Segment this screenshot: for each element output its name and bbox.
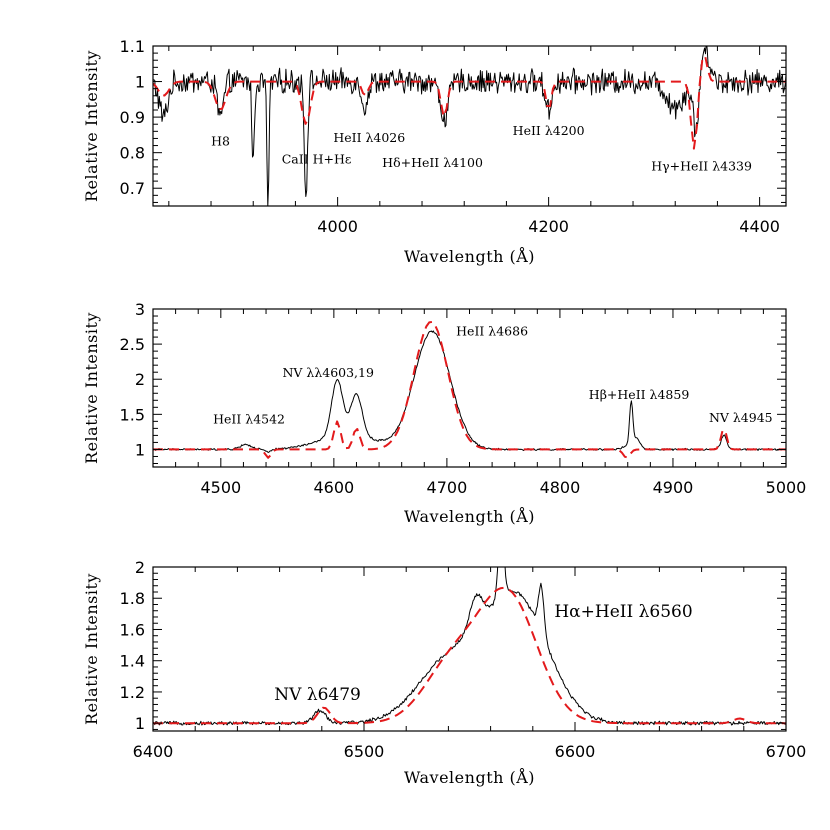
- y-tick-label: 0.8: [120, 144, 145, 163]
- line-annotation: NV λ4945: [709, 410, 773, 425]
- y-tick-label: 1.4: [120, 652, 145, 671]
- y-tick-label: 1: [135, 73, 145, 92]
- panel-2: 4500 4600 4700 4800 4900 5000 1 1.5 2 2.5 3 Wavelen…: [82, 300, 806, 526]
- x-tick-label: 4200: [528, 217, 569, 236]
- x-tick-label: 6600: [555, 742, 596, 761]
- x-tick-label: 4900: [653, 478, 694, 497]
- x-axis-title: Wavelength (Å): [404, 506, 535, 526]
- spectra: [153, 567, 786, 726]
- model-spectrum-line: [153, 56, 786, 150]
- model-spectrum-line: [153, 320, 786, 459]
- y-tick-label: 2: [135, 558, 145, 577]
- plot-frame: [152, 566, 787, 732]
- spectra: [153, 320, 786, 459]
- y-axis-title: Relative Intensity: [82, 573, 101, 725]
- x-tick-label: 4400: [739, 217, 780, 236]
- line-annotation: HeII λ4686: [456, 324, 528, 339]
- line-annotation: HeII λ4542: [213, 411, 285, 426]
- y-tick-label: 1.5: [120, 405, 145, 424]
- plot-frame: [152, 45, 787, 207]
- y-tick-label: 0.7: [120, 179, 145, 198]
- y-tick-label: 1: [135, 714, 145, 733]
- x-tick-label: 4500: [200, 478, 241, 497]
- y-tick-label: 1.6: [120, 620, 145, 639]
- x-tick-label: 4700: [427, 478, 468, 497]
- x-axis-title: Wavelength (Å): [404, 246, 535, 266]
- line-annotation: CaII H+Hε: [282, 151, 352, 166]
- line-annotation: Hδ+HeII λ4100: [382, 155, 483, 170]
- line-annotation: NV λ6479: [274, 685, 361, 705]
- y-axis-title: Relative Intensity: [82, 312, 101, 464]
- line-annotation: H8: [211, 134, 230, 149]
- y-tick-label: 1.2: [120, 683, 145, 702]
- line-annotation: NV λλ4603,19: [282, 365, 374, 380]
- y-axis-title: Relative Intensity: [82, 50, 101, 202]
- x-tick-label: 6400: [133, 742, 174, 761]
- x-tick-label: 5000: [766, 478, 807, 497]
- x-tick-label: 4600: [313, 478, 354, 497]
- line-annotation: HeII λ4026: [333, 130, 405, 145]
- x-axis-title: Wavelength (Å): [404, 767, 535, 787]
- line-annotation: Hβ+HeII λ4859: [589, 387, 690, 402]
- observed-spectrum-line: [153, 330, 786, 453]
- y-tick-label: 1.1: [120, 37, 145, 56]
- y-tick-label: 1: [135, 440, 145, 459]
- model-spectrum-line: [153, 586, 786, 725]
- y-tick-label: 1.8: [120, 589, 145, 608]
- x-tick-label: 6700: [766, 742, 807, 761]
- line-annotation: HeII λ4200: [513, 123, 585, 138]
- y-tick-label: 2: [135, 370, 145, 389]
- panel-1: 4000 4200 4400 0.7 0.8 0.9 1 1.1 Wavelength (Å) R…: [82, 37, 787, 266]
- y-tick-label: 3: [135, 300, 145, 319]
- y-tick-label: 2.5: [120, 335, 145, 354]
- x-tick-label: 6500: [344, 742, 385, 761]
- line-annotation: Hγ+HeII λ4339: [651, 158, 752, 173]
- x-tick-label: 4000: [317, 217, 358, 236]
- y-tick-label: 0.9: [120, 108, 145, 127]
- x-tick-label: 4800: [540, 478, 581, 497]
- spectra: [153, 46, 786, 206]
- panel-3: 6400 6500 6600 6700 1 1.2 1.4 1.6 1.8 2 Wavelength…: [82, 558, 807, 787]
- line-annotation: Hα+HeII λ6560: [554, 602, 692, 622]
